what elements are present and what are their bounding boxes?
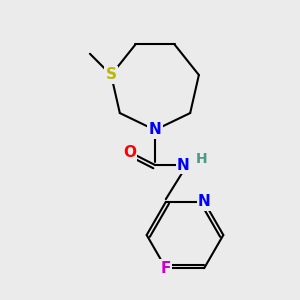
Text: N: N bbox=[177, 158, 190, 172]
Text: O: O bbox=[123, 145, 136, 160]
Text: S: S bbox=[106, 68, 117, 82]
Text: F: F bbox=[160, 261, 171, 276]
Text: N: N bbox=[198, 194, 211, 209]
Text: N: N bbox=[148, 122, 161, 137]
Text: H: H bbox=[196, 152, 208, 166]
